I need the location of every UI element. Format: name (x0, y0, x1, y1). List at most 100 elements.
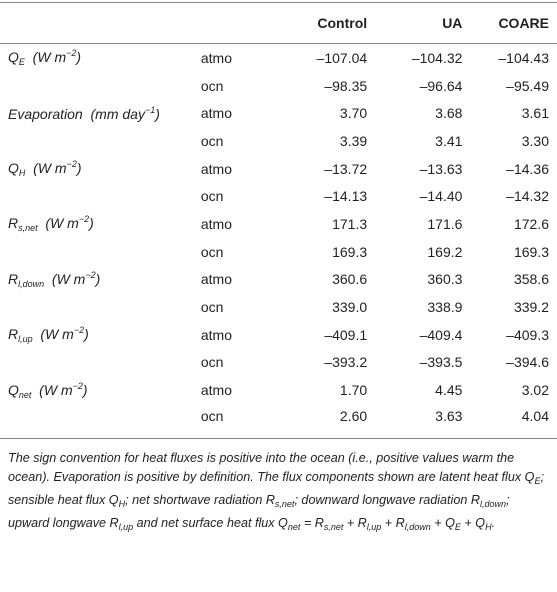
cell-value: –13.63 (419, 160, 463, 177)
row-label (0, 403, 195, 439)
level-label: ocn (200, 77, 224, 94)
column-header: UA (367, 2, 463, 44)
text-run: ) (76, 49, 82, 66)
cell-value: 338.9 (427, 299, 463, 316)
table-row: ocn –14.13 –14.40 –14.32 (0, 182, 557, 210)
row-label (0, 293, 195, 321)
level-label: atmo (200, 160, 232, 177)
text-run: ; sensible heat flux Q (8, 469, 544, 507)
table-row: QE (W m−2) atmo –107.04 –104.32 –104.43 (0, 44, 557, 72)
row-label: Qnet (W m−2) (0, 376, 195, 404)
cell-value: –13.72 (324, 160, 368, 177)
level-label: ocn (200, 132, 224, 149)
subscript: l,down (18, 278, 45, 289)
cell-value: –14.40 (419, 188, 463, 205)
text-run: + Q (460, 515, 486, 530)
cell-value: –14.36 (506, 160, 549, 177)
subscript: l,up (18, 334, 33, 345)
column-header: Control (260, 2, 368, 44)
text-run: ) (95, 270, 101, 287)
text-run: ) (82, 381, 88, 398)
text-run: R (8, 215, 19, 232)
row-label (0, 182, 195, 210)
cell-value: 171.3 (332, 215, 368, 232)
superscript: −2 (73, 325, 85, 336)
superscript: −2 (78, 214, 90, 225)
text-run: + Q (430, 515, 455, 530)
level-label: ocn (200, 299, 224, 316)
text-run: ) (84, 326, 89, 343)
cell-value: –393.2 (324, 354, 368, 371)
row-label: Rl,down (W m−2) (0, 266, 195, 294)
cell-value: 169.3 (513, 243, 549, 260)
text-run: = R (300, 515, 324, 530)
cell-value: 3.70 (339, 105, 368, 122)
text-run: ) (89, 215, 94, 232)
cell-value: 3.68 (435, 105, 463, 122)
text-run: The sign convention for heat fluxes is p… (8, 450, 535, 484)
cell-value: 339.2 (513, 299, 549, 316)
cell-value: 3.41 (435, 132, 463, 149)
text-run: (W m (44, 270, 86, 287)
cell-value: 4.45 (435, 382, 463, 399)
superscript: −1 (144, 104, 156, 115)
text-run: + R (381, 515, 405, 530)
cell-value: –14.13 (324, 188, 368, 205)
cell-value: 2.60 (260, 403, 368, 439)
table-row: Evaporation (mm day−1) atmo 3.70 3.68 3.61 (0, 99, 557, 127)
cell-value: 1.70 (339, 382, 368, 399)
subscript: H (485, 521, 492, 532)
cell-value: 169.2 (427, 243, 463, 260)
cell-value: –409.1 (324, 326, 368, 343)
level-label: ocn (200, 188, 224, 205)
table-row: ocn 2.60 3.63 4.04 (0, 403, 557, 439)
row-label: Evaporation (mm day−1) (0, 99, 195, 127)
header-row: Control UA COARE (0, 2, 557, 44)
subscript: net (18, 389, 32, 400)
table-row: Rs,net (W m−2) atmo 171.3 171.6 172.6 (0, 210, 557, 238)
table-row: Qnet (W m−2) atmo 1.70 4.45 3.02 (0, 376, 557, 404)
text-run: (W m (31, 381, 73, 398)
subscript: s,net (18, 223, 38, 234)
row-label: Rs,net (W m−2) (0, 210, 195, 238)
cell-value: 358.6 (513, 271, 549, 288)
table-row: ocn 3.39 3.41 3.30 (0, 127, 557, 155)
cell-value: –14.32 (506, 188, 549, 205)
text-run: R (8, 326, 19, 343)
text-run: . (491, 515, 496, 530)
row-label (0, 238, 195, 266)
row-label (0, 127, 195, 155)
text-run: (W m (24, 49, 67, 66)
level-label: atmo (200, 271, 232, 288)
cell-value: –98.35 (324, 77, 368, 94)
row-label (0, 72, 195, 100)
level-label: atmo (200, 215, 232, 232)
text-run: Q (8, 381, 19, 398)
level-label: atmo (200, 326, 232, 343)
subscript: l,up (366, 521, 382, 532)
cell-value: 3.30 (521, 132, 549, 149)
text-run: (W m (37, 215, 79, 232)
text-run: (W m (25, 160, 67, 177)
text-run: Q (8, 49, 19, 66)
table-row: ocn –98.35 –96.64 –95.49 (0, 72, 557, 100)
text-run: ; upward longwave R (8, 492, 510, 530)
footnote: The sign convention for heat fluxes is p… (0, 439, 557, 537)
superscript: −2 (66, 48, 77, 59)
cell-value: –95.49 (506, 77, 549, 94)
cell-value: 3.39 (339, 132, 368, 149)
cell-value: –393.5 (419, 354, 463, 371)
subscript: l,down (479, 498, 506, 509)
cell-value: 4.04 (462, 403, 557, 439)
superscript: −2 (66, 159, 77, 170)
cell-value: –409.4 (419, 326, 463, 343)
table-row: Rl,up (W m−2) atmo –409.1 –409.4 –409.3 (0, 321, 557, 349)
subscript: E (534, 475, 541, 486)
table-row: ocn 169.3 169.2 169.3 (0, 238, 557, 266)
subscript: H (118, 498, 126, 509)
cell-value: 360.3 (427, 271, 463, 288)
level-label: atmo (200, 49, 232, 66)
text-run: ; net shortwave radiation R (125, 492, 275, 507)
data-table: Control UA COARE QE (W m−2) atmo –107.04 –104… (0, 2, 557, 439)
